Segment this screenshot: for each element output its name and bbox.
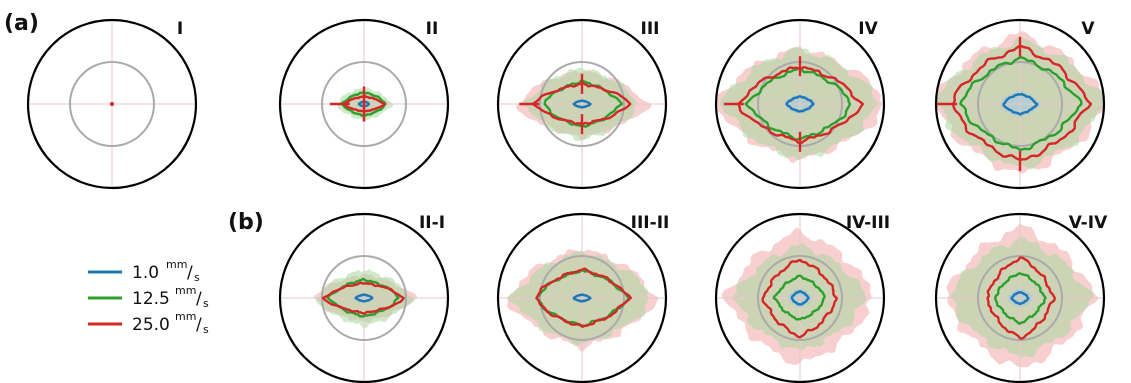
series-line-red [535, 267, 632, 328]
legend-value: 12.5 [132, 289, 170, 309]
outer-ring [496, 18, 668, 190]
series-line-blue [354, 293, 374, 303]
series-line-red [321, 281, 405, 315]
series-line-blue [357, 100, 371, 108]
outer-ring [278, 18, 450, 190]
outer-ring [934, 212, 1106, 383]
panel-roman-label: IV [858, 19, 878, 39]
legend-value: 25.0 [132, 315, 170, 335]
polar-plots: I II III IV VII-I III-II IV-III V-IV [26, 18, 1108, 383]
legend-unit-num: mm [175, 284, 196, 297]
panel-label-a: (a) [4, 11, 39, 36]
panel-roman-label: IV-III [846, 213, 890, 233]
panel-roman-label: I [177, 19, 183, 39]
legend-unit-den: s [203, 323, 209, 336]
polar-panel-i: I [26, 18, 198, 190]
legend-unit-num: mm [175, 310, 196, 323]
series-line-green [326, 277, 400, 318]
outer-ring [26, 18, 198, 190]
series-line-red [761, 258, 838, 339]
legend-unit-den: s [203, 297, 209, 310]
outer-ring [496, 212, 668, 383]
polar-panel-ii: II [278, 18, 450, 190]
outer-ring [278, 212, 450, 383]
series-line-green [959, 56, 1083, 152]
inner-ring [977, 61, 1063, 147]
polar-panel-iii: III [496, 18, 668, 190]
panel-label-b: (b) [228, 210, 264, 235]
inner-ring [321, 61, 407, 147]
panel-roman-label: III [641, 19, 660, 39]
outer-ring [934, 18, 1106, 190]
series-point-red [110, 102, 114, 106]
inner-ring [977, 255, 1063, 341]
legend-unit-num: mm [166, 258, 187, 271]
inner-ring [539, 61, 625, 147]
inner-ring [539, 255, 625, 341]
series-line-blue [1002, 92, 1039, 116]
outer-ring [714, 212, 886, 383]
legend-entry-2: 12.5 mm / s [88, 284, 209, 310]
legend-value: 1.0 [132, 263, 159, 283]
series-line-green [993, 272, 1047, 325]
polar-panel-iv-iii: IV-III [714, 212, 890, 383]
polar-panel-ii-i: II-I [278, 212, 450, 383]
legend: 1.0 mm / s 12.5 mm / s 25.0 mm / s [88, 258, 209, 336]
polar-panel-v: V [934, 18, 1106, 190]
series-line-red [986, 256, 1056, 340]
panel-roman-label: II [426, 19, 439, 39]
series-line-blue [572, 99, 592, 109]
panel-roman-label: III-II [631, 213, 670, 233]
panel-roman-label: II-I [419, 213, 445, 233]
legend-unit-slash: / [196, 315, 202, 335]
panel-roman-label: V [1081, 19, 1095, 39]
legend-entry-1: 1.0 mm / s [88, 258, 200, 284]
series-line-green [772, 274, 826, 321]
outer-ring [714, 18, 886, 190]
series-line-blue [790, 289, 810, 306]
legend-entry-3: 25.0 mm / s [88, 310, 209, 336]
series-line-blue [572, 293, 592, 303]
inner-ring [757, 255, 843, 341]
legend-unit-den: s [194, 271, 200, 284]
panel-roman-label: V-IV [1069, 213, 1108, 233]
polar-panel-v-iv: V-IV [934, 212, 1108, 383]
legend-unit-slash: / [187, 263, 193, 283]
polar-panel-iv: IV [714, 18, 886, 190]
legend-unit-slash: / [196, 289, 202, 309]
series-line-blue [785, 95, 815, 113]
inner-ring [69, 61, 155, 147]
series-line-blue [1010, 291, 1030, 306]
polar-panel-iii-ii: III-II [496, 212, 670, 383]
